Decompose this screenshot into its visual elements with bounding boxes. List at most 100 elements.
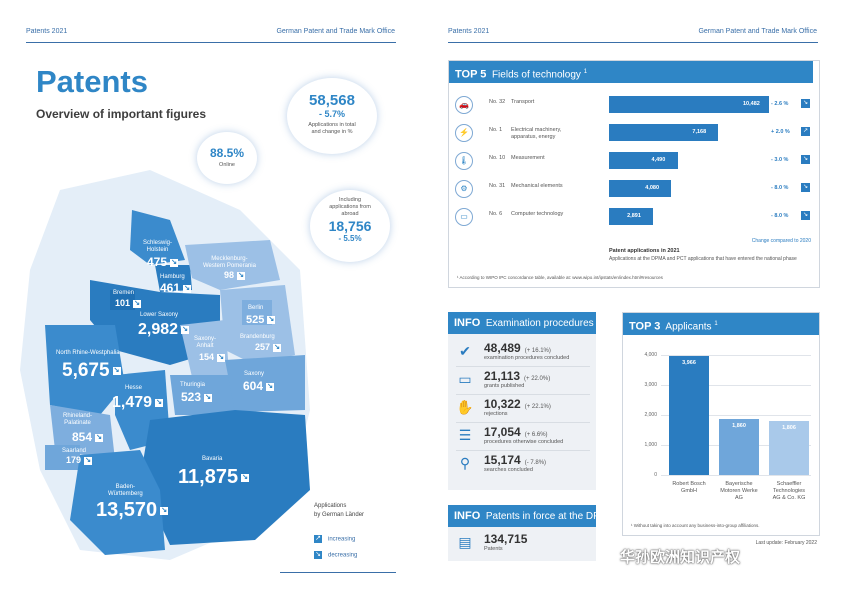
top3-applicants-chart: 0 1,000 2,000 3,000 4,000 3,966 Robert Bosch Gm… bbox=[623, 313, 819, 535]
car-icon: 🚗 bbox=[455, 96, 473, 114]
info-exam-label: searches concluded bbox=[484, 467, 533, 473]
decreasing-arrow-icon: ↘ bbox=[95, 433, 104, 442]
y-tick-label: 1,000 bbox=[644, 442, 657, 448]
info-exam-value: 17,054 bbox=[484, 425, 521, 439]
state-shape-baden-wuerttemberg bbox=[70, 450, 165, 555]
y-tick-label: 0 bbox=[654, 472, 657, 478]
decreasing-arrow-icon: ↘ bbox=[217, 353, 226, 362]
decreasing-arrow-icon: ↘ bbox=[801, 183, 810, 192]
state-value-hesse: 1,479 ↘ bbox=[112, 394, 164, 411]
info-exam-value: 15,174 bbox=[484, 453, 521, 467]
top5-bar bbox=[609, 208, 654, 225]
info-divider bbox=[456, 394, 590, 395]
top5-bar bbox=[609, 152, 678, 169]
applicant-bar: 1,860 bbox=[719, 419, 759, 475]
decreasing-arrow-icon: ↘ bbox=[160, 506, 169, 515]
abroad-text2: applications from bbox=[329, 204, 371, 210]
decreasing-arrow-icon: ↘ bbox=[84, 456, 93, 465]
abroad-text3: abroad bbox=[341, 211, 359, 217]
decreasing-arrow-icon: ↘ bbox=[183, 284, 192, 293]
state-shape-saarland bbox=[45, 445, 80, 470]
top5-row: ⚡ No. 1 Electrical machinery, apparatus, en… bbox=[449, 122, 810, 144]
top3-heading: TOP 3 Applicants 1 bbox=[623, 313, 819, 335]
info-exam-label: grants published bbox=[484, 383, 525, 389]
info-exam-label: rejections bbox=[484, 411, 508, 417]
state-label-bavaria: Bavaria bbox=[202, 456, 223, 462]
info-exam-change: (- 7.8%) bbox=[524, 460, 547, 466]
patents-in-force-value: 134,715 bbox=[484, 532, 528, 546]
decreasing-arrow-icon: ↘ bbox=[266, 382, 275, 391]
header-right: German Patent and Trade Mark Office bbox=[698, 28, 817, 35]
top5-row: ▭ No. 6 Computer technology 2,891 - 8.0 % ↘ bbox=[449, 206, 810, 228]
germany-map bbox=[20, 170, 310, 560]
state-shape-hamburg bbox=[155, 265, 192, 292]
header-divider bbox=[26, 42, 396, 43]
info-exam-panel: INFO Examination procedures ✔ 48,489 (+ 1… bbox=[448, 312, 596, 490]
state-shape-saxony bbox=[225, 355, 305, 412]
header-left: Patents 2021 bbox=[448, 28, 490, 35]
page-title: Patents bbox=[36, 64, 148, 99]
top5-change: + 2.0 % bbox=[771, 129, 790, 135]
state-label-baden-wuerttemberg: Baden- Württemberg bbox=[108, 484, 143, 497]
state-label-brandenburg: Brandenburg bbox=[240, 334, 275, 340]
state-label-schleswig-holstein: Schleswig- Holstein bbox=[143, 240, 173, 253]
info-divider bbox=[456, 366, 590, 367]
top5-rank: No. 10 bbox=[489, 155, 506, 161]
bubble-online: 88.5% Online bbox=[197, 132, 257, 184]
top5-footnote: ¹ According to WIPO IPC concordance tabl… bbox=[457, 275, 663, 280]
decreasing-arrow-icon: ↘ bbox=[801, 99, 810, 108]
total-applications-change: - 5.7% bbox=[318, 109, 345, 119]
header-divider bbox=[448, 42, 818, 43]
y-tick-label: 3,000 bbox=[644, 382, 657, 388]
info-exam-value: 21,113 bbox=[484, 369, 521, 383]
total-applications-text2: and change in % bbox=[311, 129, 353, 135]
applicant-bar-value: 1,806 bbox=[782, 424, 796, 431]
top5-change: - 2.6 % bbox=[771, 101, 789, 107]
increasing-arrow-icon: ↗ bbox=[801, 127, 810, 136]
watermark-text: 华孙欧洲知识产权 bbox=[620, 548, 741, 566]
decreasing-arrow-icon: ↘ bbox=[237, 271, 246, 280]
info-exam-value: 10,322 bbox=[484, 397, 521, 411]
decreasing-arrow-icon: ↘ bbox=[112, 366, 121, 375]
applicant-bar: 1,806 bbox=[769, 420, 809, 475]
state-label-saarland: Saarland bbox=[62, 448, 87, 454]
state-shape-berlin bbox=[242, 300, 272, 325]
gears-icon: ⚙ bbox=[455, 180, 473, 198]
state-value-bremen: 101 ↘ bbox=[115, 298, 142, 308]
state-value-saarland: 179 ↘ bbox=[66, 455, 93, 465]
top5-bar bbox=[609, 96, 769, 113]
top5-field-name: Measurement bbox=[511, 155, 545, 161]
plug-icon: ⚡ bbox=[455, 124, 473, 142]
grid-line bbox=[661, 475, 811, 476]
state-value-rhineland: 854 ↘ bbox=[72, 430, 104, 444]
decreasing-arrow-icon: ↘ bbox=[170, 258, 179, 267]
top5-fields-panel: TOP 5 Fields of technology 1 🚗 No. 32 Tran… bbox=[448, 60, 820, 288]
legend-increasing: ↗ increasing bbox=[314, 535, 356, 543]
state-shape-saxony-anhalt bbox=[180, 320, 230, 390]
decreasing-arrow-icon: ↘ bbox=[273, 343, 282, 352]
decreasing-arrow-icon: ↘ bbox=[801, 155, 810, 164]
applicant-name: Schaeffler Technologies AG & Co. KG bbox=[772, 481, 806, 501]
footer-divider bbox=[280, 572, 396, 573]
top5-change: - 8.0 % bbox=[771, 185, 789, 191]
applicant-name: Robert Bosch GmbH bbox=[672, 481, 706, 494]
info-exam-change: (+ 16.1%) bbox=[524, 348, 551, 354]
increasing-arrow-icon: ↗ bbox=[314, 535, 322, 543]
computer-icon: ▭ bbox=[455, 208, 473, 226]
grid-line bbox=[661, 355, 811, 356]
top5-bar-value: 4,080 bbox=[645, 185, 660, 191]
state-shape-bremen bbox=[110, 290, 135, 310]
grid-line bbox=[661, 415, 811, 416]
state-shape-thuringia bbox=[170, 375, 235, 415]
monitor-icon: ▭ bbox=[458, 371, 472, 387]
info-exam-change: (+ 6.6%) bbox=[524, 432, 548, 438]
info-exam-heading: INFO Examination procedures bbox=[448, 312, 596, 334]
top5-rank: No. 31 bbox=[489, 183, 506, 189]
top5-rank: No. 6 bbox=[489, 211, 503, 217]
last-update: Last update: February 2022 bbox=[755, 540, 817, 546]
left-page: Patents 2021 German Patent and Trade Mar… bbox=[0, 0, 421, 596]
top5-bar-value: 10,482 bbox=[743, 101, 760, 107]
total-applications-value: 58,568 bbox=[309, 92, 355, 109]
state-label-berlin: Berlin bbox=[248, 305, 264, 311]
y-tick-label: 2,000 bbox=[644, 412, 657, 418]
